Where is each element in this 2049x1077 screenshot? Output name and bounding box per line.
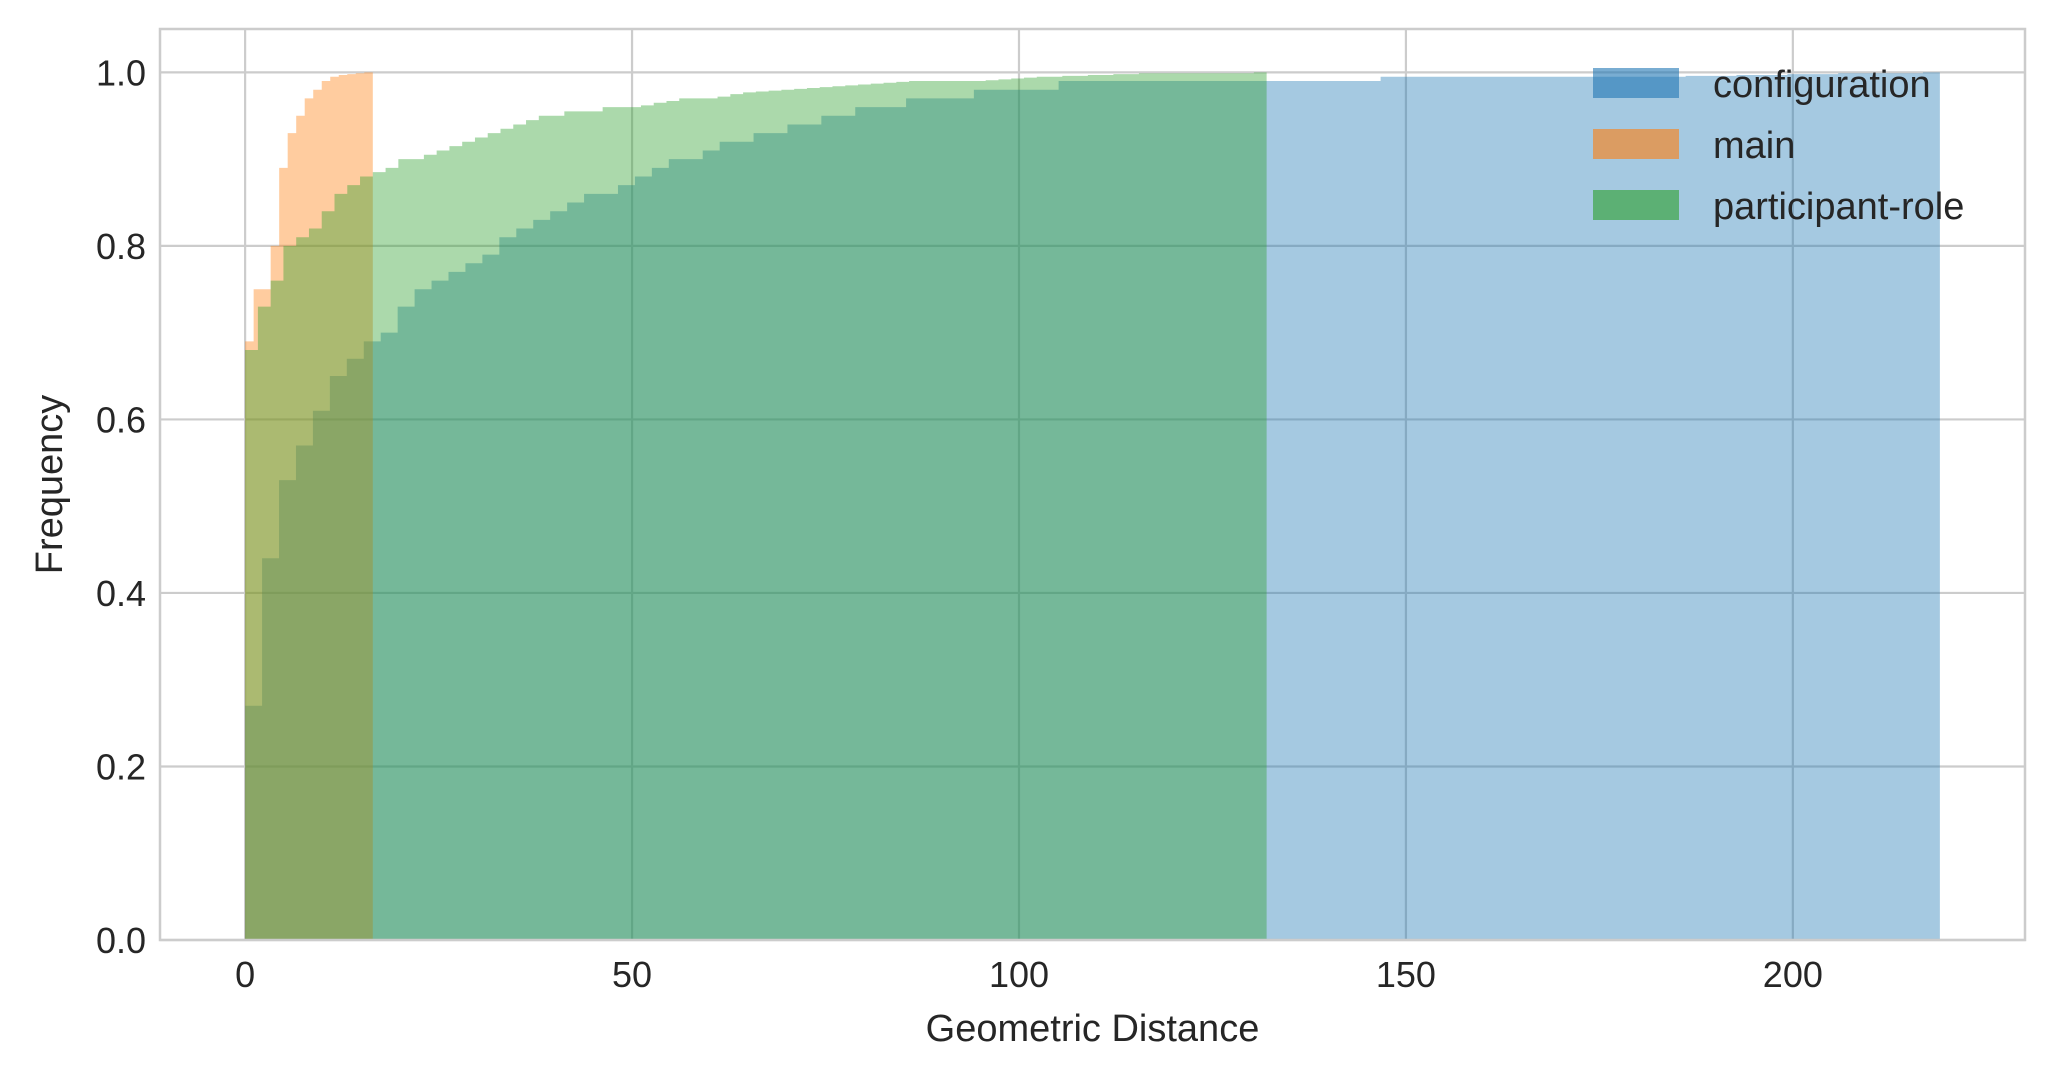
x-tick-label: 150 <box>1376 954 1436 995</box>
x-tick-label: 200 <box>1763 954 1823 995</box>
y-tick-label: 0.6 <box>96 399 146 440</box>
y-tick-label: 0.8 <box>96 226 146 267</box>
series-participant-role <box>245 72 1267 940</box>
legend-label-configuration: configuration <box>1713 64 1931 106</box>
y-axis-title: Frequency <box>29 395 71 575</box>
x-tick-label: 50 <box>612 954 652 995</box>
series-layer <box>245 72 1940 940</box>
legend-swatch-participant-role <box>1593 190 1679 220</box>
x-tick-label: 100 <box>989 954 1049 995</box>
series-main <box>245 72 373 940</box>
x-axis-title: Geometric Distance <box>926 1008 1260 1050</box>
legend-label-main: main <box>1713 125 1795 167</box>
histogram-area-configuration <box>245 72 1940 940</box>
legend-swatch-configuration <box>1593 68 1679 98</box>
y-tick-label: 0.0 <box>96 920 146 961</box>
y-tick-labels: 0.0 0.2 0.4 0.6 0.8 1.0 <box>96 52 146 961</box>
histogram-area-main <box>245 72 373 940</box>
legend: configuration main participant-role <box>1593 64 1964 228</box>
series-configuration <box>245 72 1940 940</box>
plot-frame <box>158 27 2027 942</box>
legend-swatch-main <box>1593 129 1679 159</box>
y-tick-label: 0.4 <box>96 573 146 614</box>
histogram-area-participant-role <box>245 72 1267 940</box>
x-tick-label: 0 <box>235 954 255 995</box>
x-tick-labels: 0 50 100 150 200 <box>235 954 1823 995</box>
y-tick-label: 0.2 <box>96 746 146 787</box>
legend-label-participant-role: participant-role <box>1713 186 1964 228</box>
y-tick-label: 1.0 <box>96 52 146 93</box>
